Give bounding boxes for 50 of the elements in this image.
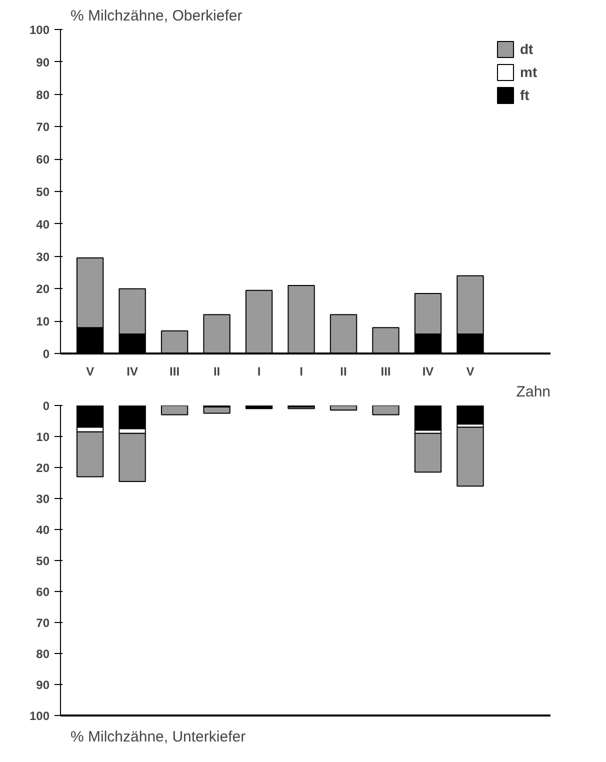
x-tick-label: II — [340, 364, 347, 378]
x-axis-title: Zahn — [516, 384, 551, 400]
y-tick-label: 0 — [42, 347, 50, 361]
text: % Milchzähne, Unterkiefer — [70, 728, 246, 746]
bar — [456, 426, 484, 487]
bar — [330, 406, 358, 411]
bar — [245, 406, 273, 410]
x-tick-label: III — [170, 364, 180, 378]
bar — [414, 406, 442, 431]
bar — [118, 406, 146, 430]
bar — [118, 432, 146, 482]
y-tick-label: 40 — [36, 523, 50, 537]
legend-label: dt — [520, 41, 534, 57]
bar — [203, 406, 230, 414]
bar — [456, 406, 484, 425]
bar — [414, 432, 442, 473]
x-tick-label: III — [380, 364, 391, 378]
y-tick-label: 90 — [36, 55, 50, 70]
bar — [76, 406, 104, 428]
y-tick-label: 50 — [36, 554, 50, 568]
y-tick-label: 20 — [36, 282, 50, 296]
y-tick-label: 30 — [36, 492, 50, 506]
y-tick-label: 10 — [36, 430, 50, 444]
y-tick-label: 60 — [36, 152, 50, 167]
x-tick-label: V — [86, 364, 94, 378]
y-tick-label: 100 — [29, 23, 50, 37]
bar — [160, 406, 188, 416]
bar — [372, 406, 400, 416]
legend-label: ft — [520, 87, 530, 103]
legend-label: mt — [520, 64, 538, 80]
y-tick-label: 30 — [36, 250, 50, 264]
y-tick-label: 20 — [36, 461, 50, 475]
x-tick-label: V — [466, 364, 474, 378]
x-tick-label: IV — [422, 364, 434, 378]
y-tick-label: 50 — [36, 185, 50, 199]
x-tick-label: IV — [126, 364, 138, 378]
x-tick-label: II — [213, 364, 220, 378]
y-tick-label: 90 — [36, 678, 50, 692]
y-tick-label: 60 — [36, 585, 50, 599]
y-tick-label: 80 — [36, 647, 50, 661]
y-tick-label: 100 — [29, 709, 50, 723]
y-tick-label: 70 — [36, 616, 50, 630]
y-tick-label: 40 — [36, 217, 50, 232]
y-tick-label: 0 — [42, 399, 50, 413]
x-tick-label: I — [257, 364, 261, 378]
y-tick-label: 70 — [36, 120, 50, 134]
y-tick-label: 10 — [36, 314, 50, 329]
y-axis-title: % Milchzähne, Oberkiefer — [70, 8, 242, 24]
y-tick-label: 80 — [36, 88, 50, 102]
x-tick-label: I — [300, 364, 303, 378]
